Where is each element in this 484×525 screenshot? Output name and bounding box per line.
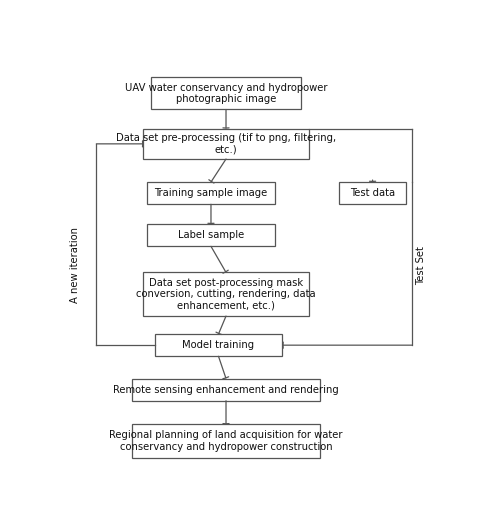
FancyBboxPatch shape: [143, 272, 308, 316]
FancyBboxPatch shape: [151, 77, 301, 110]
Text: A new iteration: A new iteration: [70, 227, 80, 303]
FancyBboxPatch shape: [147, 182, 274, 204]
Text: Data set pre-processing (tif to png, filtering,
etc.): Data set pre-processing (tif to png, fil…: [116, 133, 335, 155]
Text: Label sample: Label sample: [178, 230, 243, 240]
FancyBboxPatch shape: [143, 129, 308, 159]
Text: Remote sensing enhancement and rendering: Remote sensing enhancement and rendering: [113, 385, 338, 395]
FancyBboxPatch shape: [132, 424, 319, 458]
Text: Regional planning of land acquisition for water
conservancy and hydropower const: Regional planning of land acquisition fo…: [109, 430, 342, 452]
FancyBboxPatch shape: [147, 224, 274, 246]
Text: UAV water conservancy and hydropower
photographic image: UAV water conservancy and hydropower pho…: [124, 82, 327, 104]
Text: Test data: Test data: [349, 188, 394, 198]
Text: Training sample image: Training sample image: [154, 188, 267, 198]
Text: Model training: Model training: [182, 340, 254, 350]
Text: Test Set: Test Set: [416, 246, 425, 285]
Text: Data set post-processing mask
conversion, cutting, rendering, data
enhancement, : Data set post-processing mask conversion…: [136, 278, 315, 311]
FancyBboxPatch shape: [154, 334, 282, 356]
FancyBboxPatch shape: [132, 379, 319, 401]
FancyBboxPatch shape: [338, 182, 406, 204]
